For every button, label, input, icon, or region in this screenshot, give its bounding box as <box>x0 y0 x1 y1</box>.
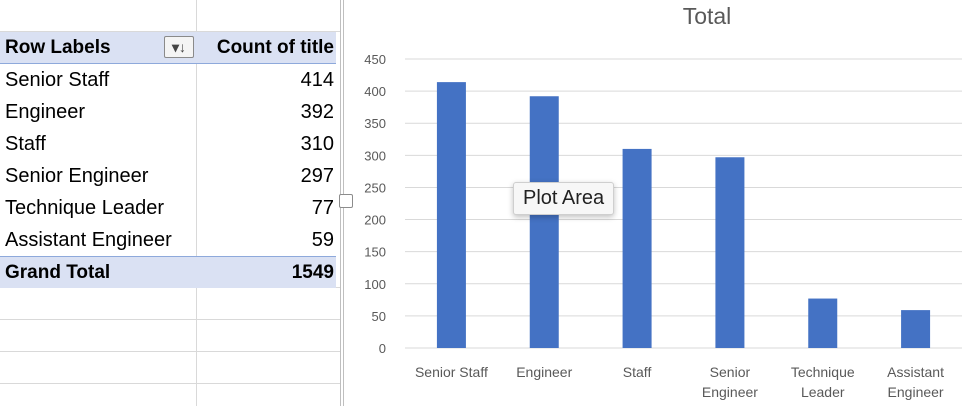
grid-column-line <box>196 0 197 406</box>
x-tick-label: Technique <box>791 364 855 380</box>
pivot-row-value: 59 <box>311 229 334 251</box>
y-tick-label: 50 <box>372 309 386 324</box>
x-tick-label: Senior <box>710 364 751 380</box>
x-tick-label: Staff <box>623 364 652 380</box>
y-tick-label: 100 <box>364 277 386 292</box>
pivot-row[interactable]: Senior Engineer 297 <box>0 160 336 192</box>
x-tick-label: Assistant <box>887 364 944 380</box>
pivot-row-label: Technique Leader <box>5 197 165 219</box>
bar <box>436 82 466 349</box>
pivot-row[interactable]: Engineer 392 <box>0 96 336 128</box>
pivot-row-value: 297 <box>300 165 334 187</box>
bar <box>529 96 559 348</box>
bar <box>715 157 745 348</box>
grid-line <box>0 351 340 352</box>
pivot-row-value: 392 <box>300 101 334 123</box>
pivot-row-label: Staff <box>5 133 46 155</box>
bar <box>808 298 838 348</box>
y-tick-label: 250 <box>364 180 386 195</box>
pivot-row-label: Assistant Engineer <box>5 229 172 251</box>
pivot-row-value: 77 <box>311 197 334 219</box>
grand-total-label: Grand Total <box>5 262 111 283</box>
chart-resize-handle[interactable] <box>339 194 353 208</box>
row-labels-header[interactable]: Row Labels <box>5 37 111 58</box>
grid-line <box>0 319 340 320</box>
chart-title: Total <box>683 3 732 29</box>
y-tick-label: 300 <box>364 148 386 163</box>
y-tick-label: 200 <box>364 213 386 228</box>
x-tick-label: Engineer <box>888 384 944 400</box>
x-tick-label: Engineer <box>516 364 572 380</box>
x-tick-label: Engineer <box>702 384 758 400</box>
pivot-row[interactable]: Senior Staff 414 <box>0 64 336 96</box>
pivot-row-label: Senior Engineer <box>5 165 149 187</box>
pivot-header-row: Row Labels ▾↓ Count of title <box>0 32 336 64</box>
pivot-row[interactable]: Technique Leader 77 <box>0 192 336 224</box>
pivot-row[interactable]: Staff 310 <box>0 128 336 160</box>
pivot-row-label: Senior Staff <box>5 69 110 91</box>
pivot-row-label: Engineer <box>5 101 86 123</box>
grid-line <box>0 31 340 32</box>
y-tick-label: 350 <box>364 116 386 131</box>
pivot-row-value: 414 <box>300 69 334 91</box>
y-tick-label: 150 <box>364 245 386 260</box>
x-tick-label: Leader <box>801 384 845 400</box>
bar <box>901 310 931 348</box>
grand-total-row[interactable]: Grand Total 1549 <box>0 256 336 288</box>
pivot-row-value: 310 <box>300 133 334 155</box>
pivot-sheet: Row Labels ▾↓ Count of title Senior Staf… <box>0 0 340 406</box>
grand-total-value: 1549 <box>291 262 334 283</box>
bar <box>622 148 652 348</box>
plot-area-tooltip: Plot Area <box>513 182 615 215</box>
y-tick-label: 0 <box>379 341 386 356</box>
count-of-title-header[interactable]: Count of title <box>216 37 334 58</box>
x-tick-label: Senior Staff <box>415 364 488 380</box>
grid-line <box>0 383 340 384</box>
y-tick-label: 450 <box>364 52 386 67</box>
sort-filter-dropdown-icon[interactable]: ▾↓ <box>164 36 194 58</box>
y-tick-label: 400 <box>364 84 386 99</box>
pivot-row[interactable]: Assistant Engineer 59 <box>0 224 336 256</box>
